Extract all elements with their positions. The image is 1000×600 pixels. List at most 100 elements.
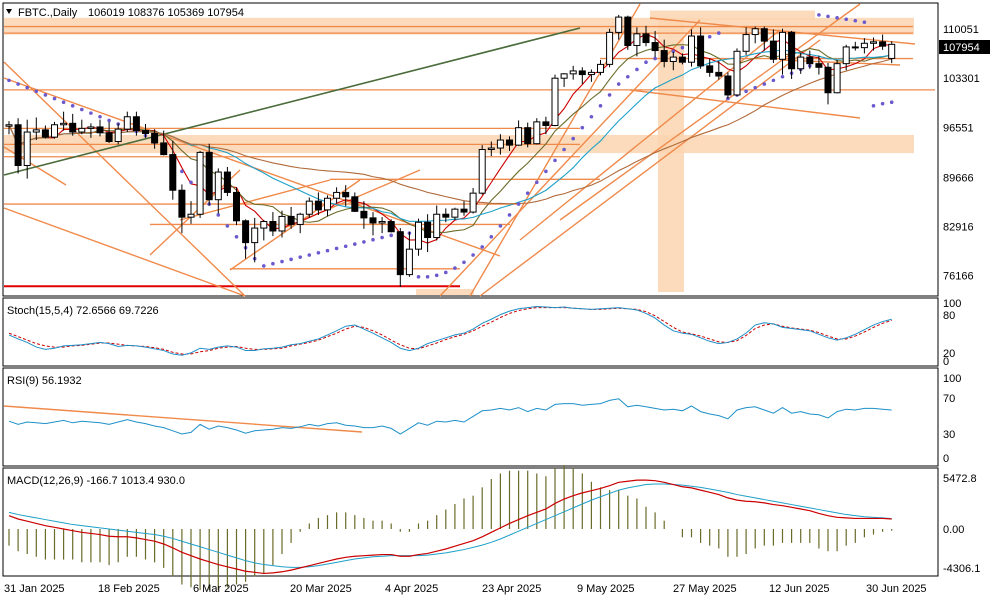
sar-dot <box>680 45 685 50</box>
candle-body <box>806 56 814 65</box>
sar-dot <box>70 104 75 108</box>
sar-dot <box>535 180 539 185</box>
symbol-label: FBTC.,Daily <box>18 7 78 19</box>
sar-dot <box>189 180 193 185</box>
macd-label: MACD(12,26,9) -166.7 1013.4 930.0 <box>7 475 185 487</box>
sar-dot <box>61 100 66 105</box>
sar-dot <box>34 89 39 94</box>
candle-body <box>87 126 95 129</box>
candle-body <box>879 41 887 47</box>
sar-dot <box>516 202 521 206</box>
candle-body <box>142 130 149 134</box>
date-tick-label: 27 May 2025 <box>673 583 737 595</box>
price-tick-label: 96551 <box>943 122 974 134</box>
candle-body <box>697 35 705 67</box>
candle-body <box>688 35 695 63</box>
rsi-tick-label: 0 <box>943 453 949 465</box>
candle-body <box>487 147 495 150</box>
candle-body <box>533 121 541 145</box>
sar-dot <box>644 60 648 64</box>
sar-dot <box>371 237 375 242</box>
sar-dot <box>562 147 566 152</box>
trendline-drawings <box>3 3 935 297</box>
candle-body <box>733 50 741 96</box>
sar-dot <box>525 191 530 195</box>
macd-panel-frame <box>2 467 939 577</box>
sar-dot <box>307 253 312 257</box>
candle-body <box>5 124 13 127</box>
candle-body <box>378 221 386 224</box>
candle-body <box>160 142 168 156</box>
candle-body <box>205 151 213 201</box>
sar-dot <box>580 125 585 130</box>
ma-long-line <box>8 58 892 205</box>
candle-body <box>51 124 58 138</box>
collapse-triangle-icon[interactable] <box>6 9 12 14</box>
candle-body <box>41 129 49 138</box>
candle-body <box>451 208 459 218</box>
sar-dot <box>98 114 102 119</box>
sar-dot <box>553 158 557 163</box>
sar-dot <box>416 275 421 279</box>
candle-body <box>296 213 304 225</box>
candle-body <box>797 56 805 70</box>
candle-body <box>233 191 240 222</box>
candle-body <box>587 71 595 76</box>
candle-body <box>751 28 759 36</box>
candle-body <box>842 46 850 65</box>
candle-body <box>824 66 832 94</box>
candle-body <box>851 46 859 49</box>
sar-dot <box>616 82 621 86</box>
macd-tick-label: 5472.8 <box>943 473 977 485</box>
candle-body <box>178 189 186 218</box>
rsi-tick-label: 70 <box>943 393 955 405</box>
sar-dot <box>889 100 894 105</box>
sar-dot <box>289 257 293 262</box>
rsi-trendline <box>3 405 363 433</box>
candle-body <box>187 213 195 218</box>
sar-dot <box>343 244 348 249</box>
sar-dot <box>7 78 11 83</box>
ohlc-label: 106019 108376 105369 107954 <box>88 7 244 19</box>
candle-body <box>779 31 786 60</box>
candle-body <box>833 63 841 94</box>
sar-dot <box>589 114 594 119</box>
sar-dot <box>52 96 57 101</box>
candle-body <box>415 221 422 250</box>
current-price-label: 107954 <box>943 42 980 54</box>
candle-body <box>724 75 732 96</box>
date-tick-label: 12 Jun 2025 <box>769 583 830 595</box>
sar-dot <box>671 49 676 54</box>
sar-dot <box>717 31 721 35</box>
candle-body <box>278 215 286 232</box>
sar-dot <box>43 93 48 97</box>
candle-body <box>314 200 322 211</box>
sar-dot <box>544 169 548 174</box>
candle-body <box>615 16 623 33</box>
candle-body <box>151 132 159 144</box>
candle-body <box>660 50 668 62</box>
date-tick-label: 6 Mar 2025 <box>193 583 249 595</box>
sar-dot <box>571 136 575 141</box>
candle-body <box>469 192 477 213</box>
candle-body <box>251 227 259 244</box>
rsi-panel-frame <box>2 367 939 467</box>
sar-dot <box>862 20 867 24</box>
rsi-tick-label: 30 <box>943 429 955 441</box>
candle-body <box>169 154 177 191</box>
candle-body <box>60 122 68 126</box>
candlesticks <box>5 14 896 287</box>
sar-dot <box>853 18 858 23</box>
sar-dot <box>380 235 384 240</box>
sar-dot <box>262 264 266 268</box>
stoch-tick-label: 100 <box>943 298 961 310</box>
candle-body <box>369 217 377 224</box>
ma-mid-line <box>8 44 892 233</box>
candle-body <box>242 220 250 244</box>
candle-body <box>69 122 77 133</box>
candle-body <box>405 248 413 276</box>
sar-dot <box>453 266 457 270</box>
candle-body <box>105 132 113 142</box>
candle-body <box>624 16 632 46</box>
candle-body <box>223 171 231 193</box>
